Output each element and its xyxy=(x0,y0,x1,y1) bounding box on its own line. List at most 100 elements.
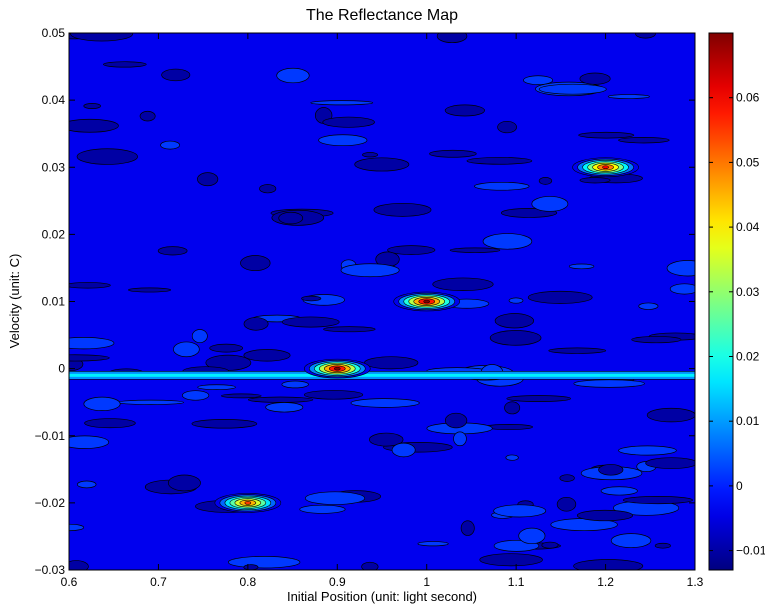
x-tick-label: 0.6 xyxy=(61,575,78,589)
noise-contour xyxy=(227,556,301,569)
noise-contour xyxy=(538,83,607,95)
noise-contour xyxy=(197,172,219,187)
noise-contour xyxy=(559,474,575,482)
noise-contour xyxy=(368,432,404,447)
noise-contour xyxy=(607,94,650,99)
noise-contour xyxy=(436,33,468,44)
x-tick-label: 0.8 xyxy=(240,575,257,589)
noise-contour xyxy=(161,68,191,82)
colorbar-tick-label: 0.01 xyxy=(736,414,760,428)
noise-contour xyxy=(364,356,419,370)
noise-contour xyxy=(622,496,693,505)
noise-contour xyxy=(432,277,494,292)
noise-contour xyxy=(654,542,671,549)
noise-contour xyxy=(362,152,379,158)
noise-contour xyxy=(541,541,559,549)
noise-contour xyxy=(460,520,475,536)
y-axis-label: Velocity (unit: C) xyxy=(7,254,22,349)
x-tick-label: 0.7 xyxy=(150,575,167,589)
y-tick: −0.02 xyxy=(35,496,695,510)
noise-contour xyxy=(247,396,314,403)
noise-contour xyxy=(666,260,695,277)
noise-contour xyxy=(618,136,670,144)
noise-contour xyxy=(489,330,542,346)
noise-contour xyxy=(84,418,136,429)
noise-contour xyxy=(157,246,188,256)
peak-2 xyxy=(393,291,461,312)
noise-contour xyxy=(373,202,432,217)
x-tick: 0.8 xyxy=(240,33,257,589)
noise-contour xyxy=(69,560,89,570)
noise-contour xyxy=(301,295,322,302)
colorbar-tick: 0 xyxy=(709,479,743,493)
y-tick: −0.01 xyxy=(35,429,695,443)
noise-contour xyxy=(299,504,346,514)
y-tick-label: 0.02 xyxy=(42,227,66,241)
y-tick: 0.03 xyxy=(42,160,695,174)
y-tick-label: −0.01 xyxy=(35,429,66,443)
noise-contour xyxy=(173,341,200,358)
noise-contour xyxy=(638,302,659,310)
noise-contour xyxy=(466,157,533,165)
x-tick-label: 1.1 xyxy=(508,575,525,589)
x-axis: 0.6 0.7 0.8 0.9 1 1.1 1.2 1.3 xyxy=(61,33,704,589)
colorbar-tick-label: 0.04 xyxy=(736,220,760,234)
x-tick: 1.2 xyxy=(597,33,614,589)
noise-contour xyxy=(209,343,244,353)
noise-contour xyxy=(453,431,467,447)
noise-contour xyxy=(610,533,652,548)
noise-contour xyxy=(497,120,517,134)
colorbar-tick: 0.03 xyxy=(709,285,760,299)
noise-contour xyxy=(304,491,366,505)
y-tick: 0 xyxy=(58,362,695,376)
colorbar-tick: −0.01 xyxy=(709,544,765,558)
noise-contour xyxy=(417,541,449,547)
noise-contour xyxy=(127,287,172,293)
chart-title: The Reflectance Map xyxy=(306,7,458,24)
noise-contour xyxy=(276,67,310,84)
noise-contour xyxy=(482,233,533,250)
noise-contour xyxy=(139,110,156,122)
colorbar-tick-label: 0.06 xyxy=(736,91,760,105)
noise-contour xyxy=(76,148,138,165)
noise-contour xyxy=(160,140,180,150)
y-tick-label: 0.03 xyxy=(42,160,66,174)
noise-contour xyxy=(527,290,593,304)
colorbar-tick-label: −0.01 xyxy=(736,544,765,558)
noise-contour xyxy=(350,398,420,408)
noise-contour xyxy=(69,118,119,133)
x-tick: 0.7 xyxy=(150,33,167,589)
x-tick-label: 1.3 xyxy=(687,575,704,589)
noise-contour xyxy=(243,349,291,362)
noise-contour xyxy=(243,317,269,331)
noise-contour xyxy=(598,464,624,476)
noise-contour xyxy=(354,157,410,172)
noise-contour xyxy=(578,131,635,139)
colorbar-tick-label: 0 xyxy=(736,479,743,493)
noise-contour xyxy=(631,336,682,344)
noise-contour xyxy=(576,509,634,522)
noise-contour xyxy=(69,337,115,350)
noise-contour xyxy=(645,457,695,469)
y-tick: 0.04 xyxy=(42,93,695,107)
heatmap-plot-area xyxy=(69,33,695,570)
noise-contour xyxy=(191,419,258,429)
noise-contour xyxy=(449,247,501,253)
x-tick-label: 0.9 xyxy=(329,575,346,589)
noise-contour xyxy=(573,559,644,570)
noise-contour xyxy=(70,33,134,42)
noise-contour xyxy=(259,184,277,194)
noise-contour xyxy=(505,454,519,461)
noise-contour xyxy=(479,553,543,567)
colorbar-tick: 0.02 xyxy=(709,349,760,363)
noise-contour xyxy=(518,527,546,545)
y-tick-label: 0.04 xyxy=(42,93,66,107)
noise-contour xyxy=(474,181,530,191)
noise-contour xyxy=(494,313,535,329)
peak-3 xyxy=(572,157,639,178)
noise-contour xyxy=(504,401,521,415)
noise-contour xyxy=(243,564,259,570)
noise-contour xyxy=(391,442,416,458)
y-tick: 0.02 xyxy=(42,227,695,241)
noise-contour xyxy=(387,245,436,255)
